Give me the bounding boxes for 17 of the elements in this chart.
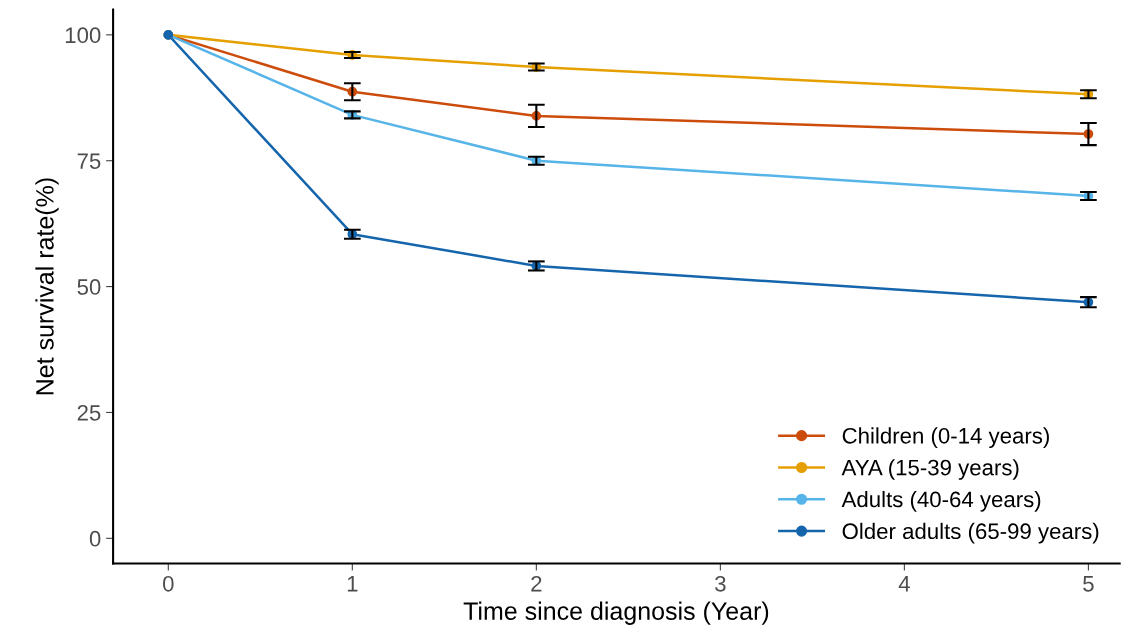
legend-label: Adults (40-64 years) [841, 490, 1041, 512]
legend-label: AYA (15-39 years) [841, 459, 1019, 480]
x-axis-title: Time since diagnosis (Year) [463, 601, 769, 625]
x-tick-label: 1 [347, 576, 358, 592]
x-tick-label: 4 [898, 576, 910, 592]
y-tick-label: 0 [89, 530, 101, 547]
y-tick-label: 50 [77, 279, 101, 295]
y-tick-label: 100 [65, 27, 101, 44]
x-tick-label: 5 [1083, 576, 1094, 592]
legend-label: Children (0-14 years) [842, 427, 1049, 449]
y-tick-label: 25 [77, 404, 101, 421]
legend-label: Older adults (65-99 years) [842, 522, 1099, 544]
x-tick-label: 3 [715, 575, 726, 592]
x-tick-label: 2 [531, 575, 542, 592]
y-axis-title: Net survival rate(%) [35, 178, 59, 395]
x-tick-label: 0 [163, 575, 174, 592]
y-tick-label: 75 [77, 153, 101, 169]
